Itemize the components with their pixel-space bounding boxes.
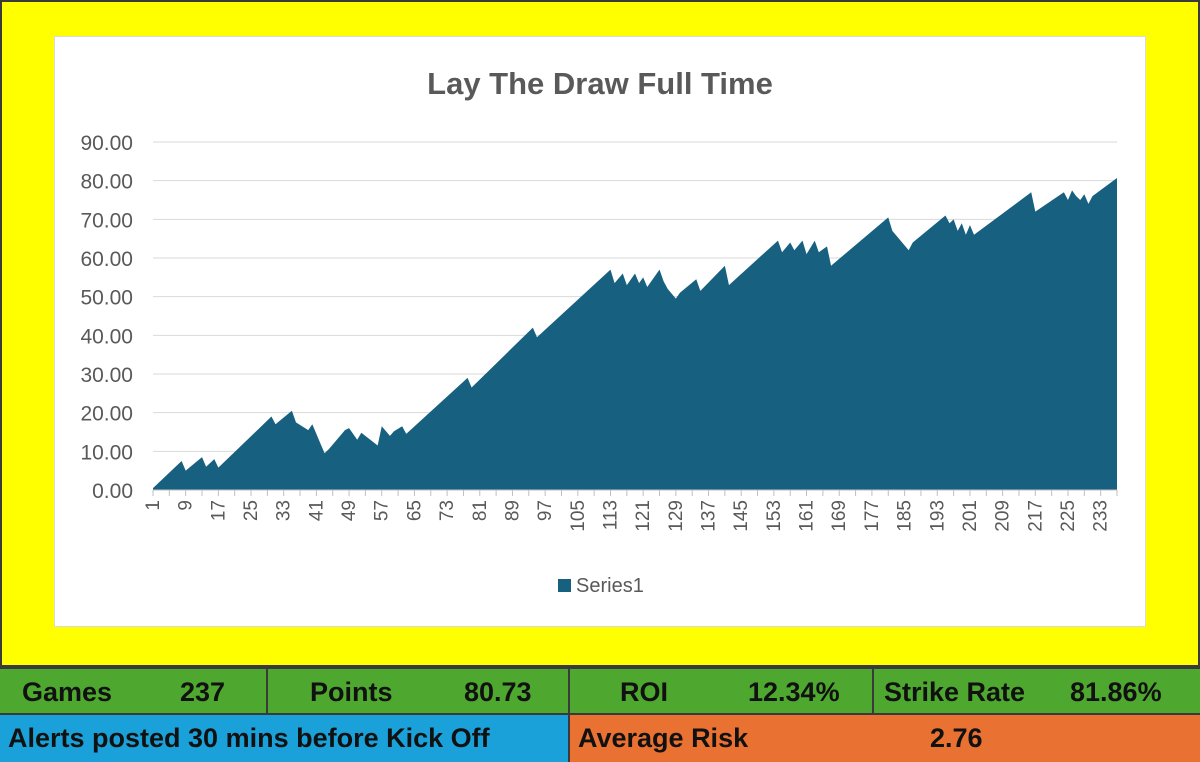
x-tick-label: 65 — [404, 500, 425, 521]
x-tick-label: 25 — [241, 500, 262, 521]
x-tick-label: 121 — [633, 500, 654, 532]
x-tick-label: 177 — [862, 500, 883, 532]
series1-area — [153, 177, 1117, 490]
average-risk-value: 2.76 — [930, 723, 983, 753]
x-tick-label: 97 — [535, 500, 556, 521]
y-tick-label: 50.00 — [80, 287, 133, 310]
average-risk-cell: Average Risk 2.76 — [570, 715, 1200, 762]
series-area-layer — [153, 177, 1117, 491]
average-risk-label: Average Risk — [578, 723, 749, 753]
x-tick-label: 225 — [1058, 500, 1079, 532]
y-tick-label: 0.00 — [92, 480, 133, 503]
stats-bar: Games 237 Points 80.73 ROI 12.34% Strike… — [0, 667, 1200, 713]
y-axis-ticks: 0.00 10.00 20.00 30.00 40.00 50.00 60.00 70.00 8… — [80, 132, 133, 503]
roi-value: 12.34% — [748, 677, 840, 707]
x-tick-label: 193 — [927, 500, 948, 532]
roi-label: ROI — [620, 677, 669, 707]
x-tick-label: 145 — [731, 500, 752, 532]
legend-label: Series1 — [576, 575, 644, 597]
roi-cell: ROI 12.34% — [570, 669, 874, 713]
strike-rate-label: Strike Rate — [884, 677, 1026, 707]
x-tick-label: 233 — [1091, 500, 1112, 532]
x-tick-label: 153 — [764, 500, 785, 532]
y-tick-label: 90.00 — [80, 132, 133, 155]
x-tick-label: 41 — [306, 500, 327, 521]
x-tick-label: 161 — [797, 500, 818, 532]
x-tick-label: 73 — [437, 500, 458, 521]
y-tick-label: 10.00 — [80, 441, 133, 464]
strike-rate-cell: Strike Rate 81.86% — [874, 669, 1200, 713]
x-tick-label: 201 — [960, 500, 981, 532]
x-tick-label: 9 — [176, 500, 197, 511]
x-tick-label: 33 — [274, 500, 295, 521]
chart-area: Lay The Draw Full Time 0.00 10.00 20.00 30.… — [54, 36, 1146, 627]
legend-swatch — [558, 579, 571, 592]
x-tick-label: 57 — [372, 500, 393, 521]
x-tick-label: 129 — [666, 500, 687, 532]
x-tick-label: 169 — [829, 500, 850, 532]
alerts-cell: Alerts posted 30 mins before Kick Off — [0, 715, 570, 762]
y-tick-label: 40.00 — [80, 325, 133, 348]
x-tick-label: 209 — [993, 500, 1014, 532]
x-axis-ticks: 1 9 17 25 33 41 49 57 65 73 81 89 97 105 113 121 129 137 1… — [143, 490, 1118, 532]
y-tick-label: 20.00 — [80, 403, 133, 426]
x-tick-label: 217 — [1025, 500, 1046, 532]
games-value: 237 — [180, 677, 226, 707]
x-tick-label: 185 — [895, 500, 916, 532]
points-value: 80.73 — [464, 677, 532, 707]
x-tick-label: 1 — [143, 500, 164, 511]
y-tick-label: 60.00 — [80, 248, 133, 271]
x-tick-label: 137 — [699, 500, 720, 532]
x-tick-label: 105 — [568, 500, 589, 532]
y-tick-label: 80.00 — [80, 171, 133, 194]
x-tick-label: 113 — [600, 500, 621, 530]
chart-title: Lay The Draw Full Time — [427, 66, 773, 101]
alerts-text: Alerts posted 30 mins before Kick Off — [8, 723, 490, 753]
x-tick-label: 81 — [470, 500, 491, 521]
x-tick-label: 17 — [208, 500, 229, 521]
y-tick-label: 70.00 — [80, 209, 133, 232]
x-tick-label: 49 — [339, 500, 360, 521]
points-cell: Points 80.73 — [268, 669, 570, 713]
chart-frame: Lay The Draw Full Time 0.00 10.00 20.00 30.… — [0, 0, 1200, 667]
strike-rate-value: 81.86% — [1070, 677, 1162, 707]
games-cell: Games 237 — [0, 669, 268, 713]
area-chart: Lay The Draw Full Time 0.00 10.00 20.00 30.… — [80, 66, 1118, 597]
x-tick-label: 89 — [502, 500, 523, 521]
games-label: Games — [22, 677, 113, 707]
legend: Series1 — [558, 575, 644, 597]
points-label: Points — [310, 677, 393, 707]
info-bar: Alerts posted 30 mins before Kick Off Av… — [0, 713, 1200, 762]
y-tick-label: 30.00 — [80, 364, 133, 387]
